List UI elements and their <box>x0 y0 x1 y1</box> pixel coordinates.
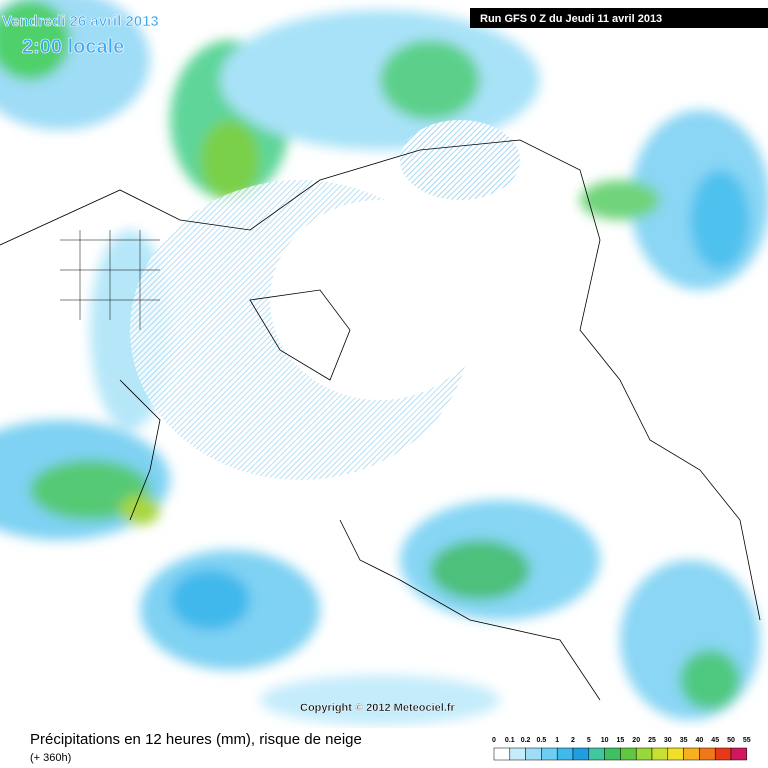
legend-label: 50 <box>727 737 735 744</box>
legend-swatch <box>683 747 700 761</box>
legend-swatch <box>572 747 590 761</box>
legend-swatch <box>667 747 684 761</box>
legend-label: 0.2 <box>521 737 531 744</box>
legend-swatch <box>493 747 511 761</box>
legend-swatch <box>588 747 605 761</box>
legend-label: 10 <box>601 737 609 744</box>
run: Run GFS 0 Z du Jeudi 11 avril 2013 <box>480 13 662 25</box>
legend-swatch <box>699 747 716 761</box>
legend-label: 0.5 <box>537 737 547 744</box>
legend-label: 20 <box>632 737 640 744</box>
legend-label: 5 <box>587 737 591 744</box>
legend-label: 2 <box>571 737 575 744</box>
legend-swatch <box>541 747 558 761</box>
legend-swatch <box>620 747 637 761</box>
legend-swatch <box>525 747 542 761</box>
copyright: Copyright © 2012 Meteociel.fr <box>300 702 456 714</box>
time: 2:00 locale <box>22 36 124 58</box>
legend-label: 45 <box>711 737 719 744</box>
legend-swatch <box>635 747 653 761</box>
legend-label: 1 <box>555 737 559 744</box>
legend-label: 15 <box>617 737 625 744</box>
run-box <box>470 8 768 28</box>
legend-label: 0.1 <box>505 737 515 744</box>
legend-swatch <box>651 747 669 761</box>
legend-label: 0 <box>492 737 496 744</box>
legend-swatch <box>714 747 732 761</box>
date: Vendredi 26 avril 2013 <box>2 13 159 30</box>
footer-title: Précipitations en 12 heures (mm), risque… <box>30 731 362 748</box>
legend-swatch <box>556 747 574 761</box>
legend-label: 55 <box>743 737 751 744</box>
footer-lead: (+ 360h) <box>30 752 71 764</box>
legend: 0 0.1 0.2 0.5 1 2 5 10 15 20 25 30 35 40 45 50 55 <box>492 737 751 761</box>
legend-label: 25 <box>648 737 656 744</box>
legend-label: 35 <box>680 737 688 744</box>
legend-swatch <box>509 747 526 761</box>
legend-swatch <box>604 747 621 761</box>
legend-swatch <box>730 747 748 761</box>
legend-label: 30 <box>664 737 672 744</box>
precip-field <box>0 0 768 725</box>
legend-label: 40 <box>696 737 704 744</box>
